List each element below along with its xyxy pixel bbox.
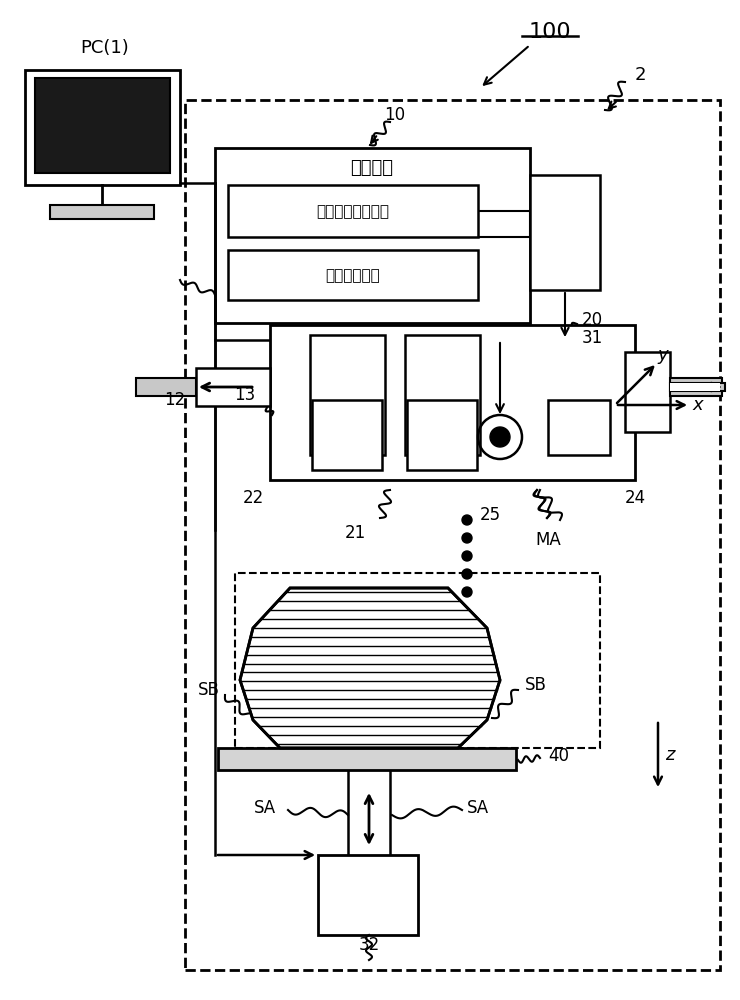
Bar bbox=[318, 855, 418, 935]
Bar bbox=[25, 70, 180, 185]
Bar bbox=[35, 78, 170, 173]
Text: 100: 100 bbox=[528, 22, 571, 42]
Text: SB: SB bbox=[198, 681, 220, 699]
Circle shape bbox=[462, 587, 472, 597]
Text: 22: 22 bbox=[243, 489, 263, 507]
Bar bbox=[312, 400, 382, 470]
Text: 31: 31 bbox=[582, 329, 603, 347]
Bar bbox=[215, 148, 530, 323]
Bar bbox=[625, 352, 670, 432]
Bar bbox=[185, 100, 720, 970]
Bar bbox=[196, 368, 270, 406]
Bar bbox=[228, 250, 478, 300]
Text: 24: 24 bbox=[625, 489, 645, 507]
Bar bbox=[548, 400, 610, 455]
Bar bbox=[670, 378, 722, 396]
Bar bbox=[670, 383, 725, 391]
Bar bbox=[530, 175, 600, 290]
Text: 21: 21 bbox=[344, 524, 366, 542]
Text: 40: 40 bbox=[548, 747, 569, 765]
Text: 12: 12 bbox=[164, 391, 186, 409]
Circle shape bbox=[462, 533, 472, 543]
Text: 10: 10 bbox=[385, 106, 406, 124]
Text: 13: 13 bbox=[234, 386, 255, 404]
Bar bbox=[136, 378, 196, 396]
Bar bbox=[310, 335, 385, 455]
Text: 喷射控制装置: 喷射控制装置 bbox=[326, 268, 380, 284]
Text: z: z bbox=[665, 746, 675, 764]
Text: 2: 2 bbox=[634, 66, 646, 84]
Circle shape bbox=[462, 551, 472, 561]
Text: 25: 25 bbox=[480, 506, 500, 524]
Bar bbox=[270, 325, 635, 480]
Text: PC(1): PC(1) bbox=[80, 39, 129, 57]
Text: SB: SB bbox=[525, 676, 547, 694]
Circle shape bbox=[490, 427, 510, 447]
Bar bbox=[50, 205, 154, 219]
Bar bbox=[407, 400, 477, 470]
Text: 32: 32 bbox=[358, 936, 380, 954]
Bar bbox=[235, 573, 600, 748]
Text: y: y bbox=[658, 346, 668, 364]
Polygon shape bbox=[240, 588, 500, 748]
Bar bbox=[670, 383, 720, 391]
Text: MA: MA bbox=[535, 531, 561, 549]
Bar bbox=[405, 335, 480, 455]
Text: 20: 20 bbox=[582, 311, 603, 329]
Bar bbox=[218, 748, 516, 770]
Circle shape bbox=[462, 569, 472, 579]
Text: 控制装置: 控制装置 bbox=[351, 159, 394, 177]
Text: SA: SA bbox=[254, 799, 276, 817]
Text: SA: SA bbox=[467, 799, 489, 817]
Text: 辊筒转速控制装置: 辊筒转速控制装置 bbox=[317, 205, 389, 220]
Circle shape bbox=[462, 515, 472, 525]
Bar bbox=[228, 185, 478, 237]
Text: x: x bbox=[693, 396, 703, 414]
